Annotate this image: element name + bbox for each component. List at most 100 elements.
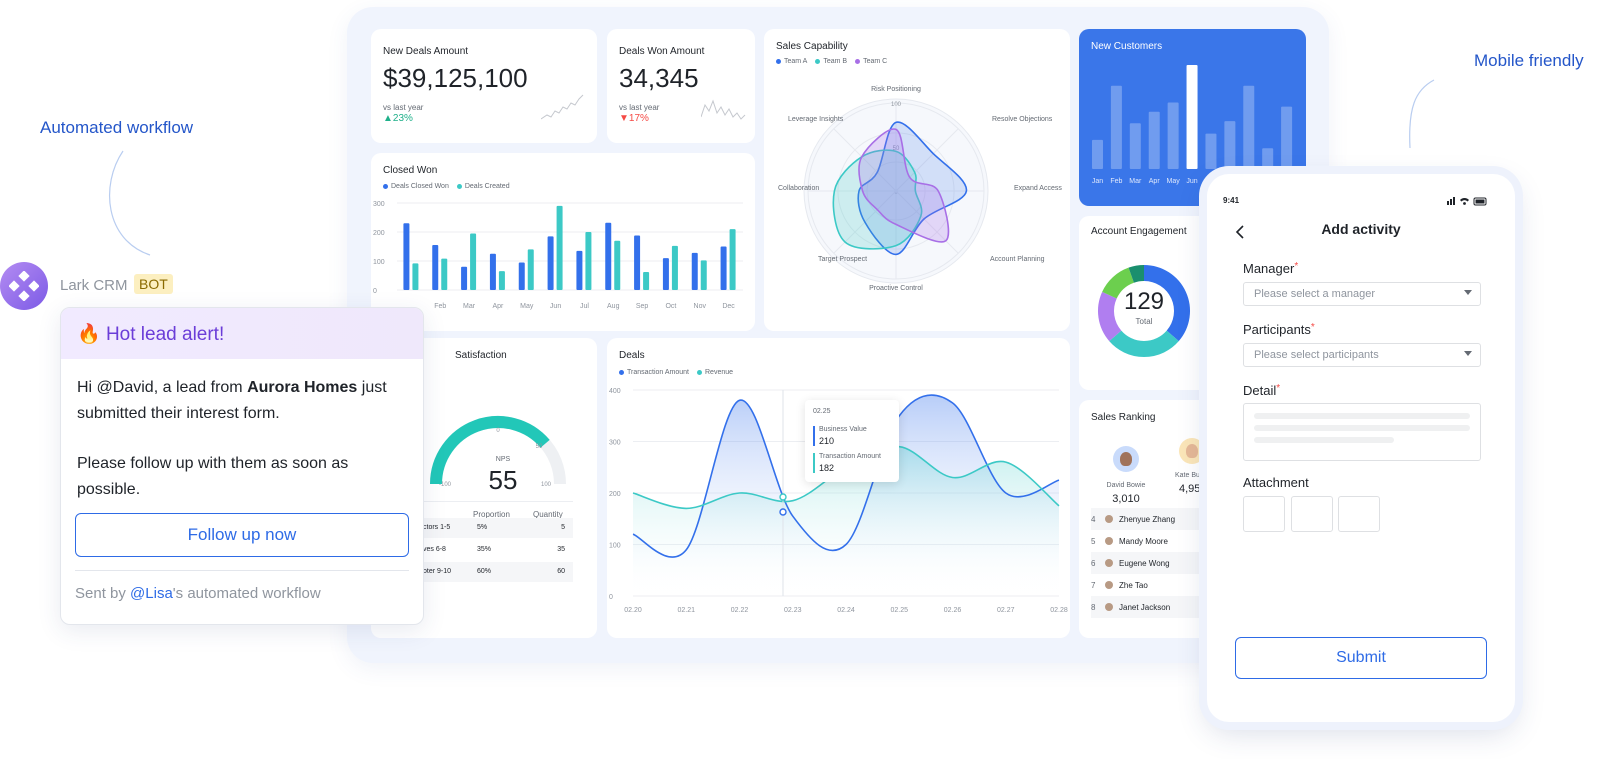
sales-capability-card: Sales Capability Team A Team B Team C 10… [764,29,1070,331]
lark-crm-avatar[interactable] [0,262,48,310]
fire-icon: 🔥 [77,324,101,345]
x-tick-label: 02.25 [890,607,908,614]
donut-slice [1109,330,1179,357]
new-deals-title: New Deals Amount [383,46,469,57]
x-tick-label: Dec [722,303,735,310]
hot-lead-header: 🔥 Hot lead alert! [61,308,423,359]
new-customers-bar [1148,111,1160,169]
hot-lead-message-card: 🔥 Hot lead alert! Hi @David, a lead from… [60,307,424,625]
satisfaction-row: ves 6-8 35% 35 [423,540,573,560]
chevron-down-icon [1464,290,1472,295]
radar-series-team-a [857,121,968,256]
satisfaction-cell-quantity: 60 [557,568,565,575]
x-tick-label: Nov [694,303,707,310]
y-tick-label: 400 [609,388,621,395]
sales-ranking-card: Sales Ranking David Bowie 3,010 Kate Bus… [1079,400,1211,638]
new-deals-card: New Deals Amount $39,125,100 vs last yea… [371,29,597,143]
x-tick-label: 02.28 [1050,607,1068,614]
detail-textarea[interactable] [1243,403,1481,461]
participants-select[interactable]: Please select participants [1243,343,1481,367]
x-tick-label: Apr [1149,178,1161,185]
phone-title: Add activity [1321,221,1401,237]
satisfaction-title: Satisfaction [455,350,507,361]
lisa-mention[interactable]: @Lisa [130,585,173,602]
new-deals-value: $39,125,100 [383,63,528,93]
submit-button[interactable]: Submit [1235,637,1487,679]
closed-won-card: Closed Won Deals Closed Won Deals Create… [371,153,755,331]
attachment-slot-3[interactable] [1338,496,1380,532]
mobile-phone-frame: 9:41 Add activity Manager* Please select… [1207,174,1515,722]
deals-won-title: Deals Won Amount [619,46,705,57]
deals-card: Deals Transaction Amount Revenue 400 300 2… [607,338,1070,638]
bar-deals-created [498,271,505,290]
deals-tooltip: 02.25 Business Value 210 Transaction Amo… [805,400,899,482]
ranking-name: Zhenyue Zhang [1119,514,1176,524]
x-tick-label: Mar [463,303,476,310]
y-tick-label: 200 [609,491,621,498]
new-customers-bar [1110,85,1122,169]
back-icon[interactable] [1235,225,1247,239]
deals-won-compare: vs last year [619,103,660,112]
y-tick-label: 300 [373,201,385,208]
follow-up-button[interactable]: Follow up now [75,513,409,557]
ranking-name: Eugene Wong [1119,558,1170,568]
bar-deals-created [671,245,678,290]
satisfaction-row: ctors 1-5 5% 5 [423,518,573,538]
x-tick-label: Oct [665,303,676,310]
satisfaction-cell-name: oter 9-10 [423,568,452,575]
bot-badge: BOT [134,274,173,294]
gauge-tick-label: 50 [536,444,543,450]
ranking-top-value-1: 3,010 [1112,493,1140,505]
bar-deals-closed-won [489,253,496,290]
deals-legend: Transaction Amount Revenue [619,369,733,376]
ranking-row[interactable]: 4 Zhenyue Zhang [1091,508,1211,530]
ranking-rank: 7 [1091,580,1096,590]
new-customers-bar [1243,85,1255,169]
radar-axis-label: Resolve Objections [992,116,1053,123]
x-tick-label: Mar [1129,178,1142,185]
chevron-down-icon [1464,351,1472,356]
bar-deals-closed-won [605,222,612,290]
account-engagement-total: 129 [1123,288,1165,315]
hot-lead-message-1: Hi @David, a lead from Aurora Homes just… [77,379,387,422]
satisfaction-cell-name: ves 6-8 [423,546,446,553]
connector-curve-left [109,150,151,256]
x-tick-label: Aug [607,303,620,310]
y-tick-label: 100 [609,543,621,550]
x-tick-label: Jun [550,303,561,310]
bar-deals-closed-won [691,252,698,290]
bar-deals-closed-won [634,235,641,290]
attachment-slot-2[interactable] [1291,496,1333,532]
avatar [1105,515,1113,523]
ranking-row[interactable]: 6 Eugene Wong [1091,552,1211,574]
radar-axis-label: Leverage Insights [788,116,844,123]
ranking-rank: 6 [1091,558,1096,568]
deals-won-change: ▼17% [619,113,649,124]
ranking-rank: 5 [1091,536,1096,546]
ranking-name: Janet Jackson [1119,602,1171,612]
new-deals-change: ▲23% [383,113,413,124]
deals-won-card: Deals Won Amount 34,345 vs last year ▼17… [607,29,755,143]
nps-gauge: -100 0 50 100 [430,416,566,488]
donut-slice [1143,265,1190,342]
y-tick-label: 0 [373,288,377,295]
ranking-row[interactable]: 5 Mandy Moore [1091,530,1211,552]
status-icons [1447,197,1487,206]
hot-lead-title: Hot lead alert! [105,324,225,345]
tooltip-bar-1 [813,426,815,446]
ranking-row[interactable]: 8 Janet Jackson [1091,596,1211,618]
ranking-name: Zhe Tao [1119,580,1148,590]
x-tick-label: 02.26 [944,607,962,614]
ranking-row[interactable]: 7 Zhe Tao [1091,574,1211,596]
bar-deals-closed-won [720,246,727,290]
ranking-name: Mandy Moore [1119,536,1168,546]
bar-deals-created [441,258,448,290]
legend-team-c: Team C [855,58,887,65]
radar-axis [895,128,959,192]
manager-label: Manager* [1243,261,1299,276]
manager-select[interactable]: Please select a manager [1243,282,1481,306]
bar-deals-closed-won [461,266,468,290]
bar-deals-closed-won [518,262,525,290]
closed-won-legend: Deals Closed Won Deals Created [383,183,510,190]
attachment-slot-1[interactable] [1243,496,1285,532]
